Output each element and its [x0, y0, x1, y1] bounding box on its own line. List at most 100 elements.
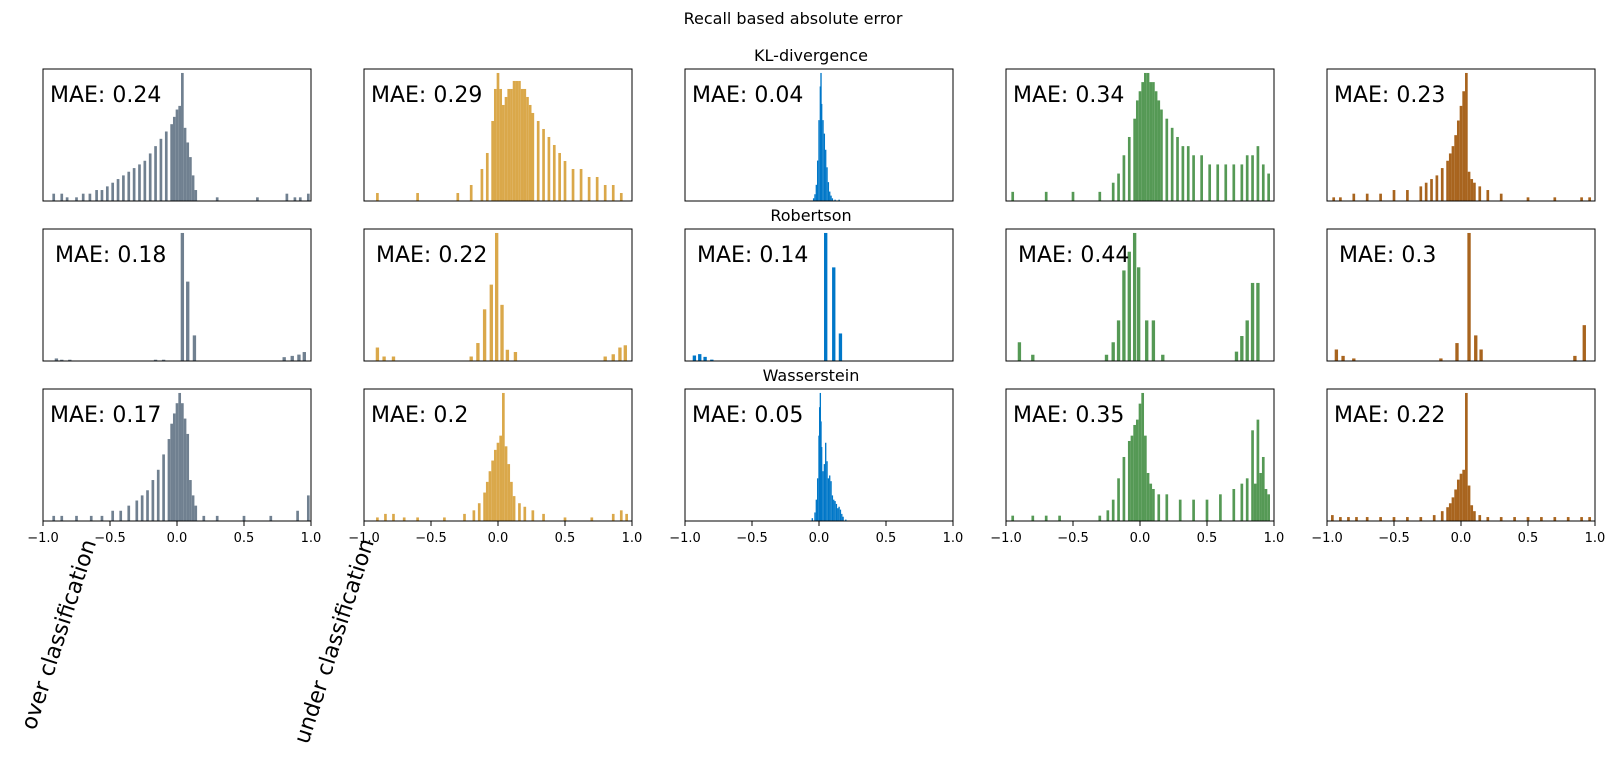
histogram-bar	[611, 185, 615, 201]
mae-label: MAE: 0.04	[692, 83, 803, 108]
panel-frame	[1326, 68, 1596, 202]
histogram-bar	[297, 354, 301, 361]
histogram-bar	[531, 510, 535, 521]
histogram-bar	[832, 267, 836, 361]
histogram-bar	[191, 175, 195, 201]
histogram-bar	[833, 499, 835, 521]
histogram-bar	[1392, 517, 1396, 521]
histogram-bar	[215, 515, 219, 521]
histogram-bar	[831, 495, 834, 521]
histogram-bar	[161, 359, 166, 361]
histogram-bar	[1058, 515, 1061, 521]
histogram-panel-2-0: MAE: 0.17 −1.0 −0.5 0.0 0.5 1.0	[27, 388, 321, 546]
histogram-bar	[496, 72, 500, 202]
histogram-bar	[1017, 342, 1022, 361]
histogram-bar	[75, 515, 78, 521]
histogram-bar	[1245, 155, 1249, 201]
x-tick-label: −1.0	[669, 531, 701, 546]
histogram-bar	[485, 481, 489, 521]
histogram-bar	[181, 72, 184, 202]
histogram-bar	[830, 481, 832, 521]
histogram-bar	[282, 357, 286, 361]
histogram-bar	[603, 356, 607, 361]
histogram-panel-1-2: MAE: 0.14	[684, 228, 954, 362]
histogram-bar	[68, 359, 72, 361]
histogram-bar	[1104, 354, 1109, 361]
histogram-bar	[456, 193, 460, 201]
histogram-bar	[1451, 497, 1455, 521]
histogram-bar	[827, 478, 830, 521]
mae-label: MAE: 0.29	[371, 83, 482, 108]
histogram-bar	[1138, 403, 1142, 521]
histogram-bar	[512, 496, 516, 521]
histogram-bar	[1446, 160, 1449, 201]
mae-label: MAE: 0.35	[1013, 403, 1124, 428]
histogram-bar	[1454, 135, 1457, 201]
histogram-bar	[111, 510, 115, 521]
histogram-bar	[151, 480, 155, 521]
histogram-bar	[520, 88, 524, 201]
histogram-bar	[1499, 193, 1503, 201]
x-tick-label: −1.0	[990, 531, 1022, 546]
x-tick-label: 0.5	[876, 531, 897, 546]
histogram-bar	[1470, 179, 1474, 201]
histogram-bar	[1267, 494, 1270, 521]
histogram-bar	[472, 510, 476, 521]
histogram-bar	[1165, 118, 1169, 201]
histogram-bar	[1355, 517, 1358, 521]
histogram-bar	[518, 80, 521, 201]
histogram-bar	[507, 464, 511, 521]
histogram-bar	[191, 495, 195, 521]
histogram-bar	[162, 454, 165, 521]
histogram-bar	[1111, 499, 1115, 521]
histogram-bar	[502, 392, 505, 521]
x-tick-label: 0.0	[167, 531, 188, 546]
histogram-bar	[518, 503, 521, 521]
histogram-bar	[172, 116, 176, 201]
histogram-bar	[172, 413, 176, 521]
histogram-bar	[183, 127, 187, 201]
histogram-bar	[547, 136, 551, 201]
histogram-bar	[1240, 164, 1244, 201]
histogram-bar	[1122, 270, 1126, 361]
histogram-bar	[189, 480, 192, 521]
histogram-bar	[485, 152, 489, 202]
histogram-bar	[835, 503, 838, 521]
histogram-bar	[192, 335, 197, 361]
histogram-bar	[819, 86, 822, 201]
figure-title: Recall based absolute error	[684, 9, 903, 28]
mae-label: MAE: 0.44	[1018, 243, 1129, 268]
histogram-bar	[531, 112, 535, 201]
histogram-bar	[1347, 517, 1350, 521]
histogram-bar	[298, 197, 302, 201]
histogram-bar	[1130, 435, 1134, 521]
x-tick-label: −0.5	[415, 531, 447, 546]
histogram-bar	[170, 423, 173, 521]
histogram-bar	[1044, 515, 1048, 521]
histogram-bar	[88, 193, 92, 201]
histogram-bar	[510, 88, 513, 201]
histogram-bar	[837, 508, 839, 521]
histogram-bar	[116, 179, 120, 201]
histogram-bar	[821, 447, 823, 521]
histogram-bar	[175, 109, 179, 201]
histogram-bar	[1352, 358, 1356, 361]
histogram-bar	[1256, 419, 1260, 521]
histogram-bar	[822, 120, 824, 201]
histogram-bar	[1439, 358, 1443, 361]
mae-label: MAE: 0.24	[50, 83, 161, 108]
histogram-bar	[1044, 191, 1048, 201]
histogram-bar	[477, 503, 481, 521]
histogram-bar	[170, 124, 173, 201]
histogram-bar	[1339, 197, 1342, 201]
histogram-bar	[826, 461, 828, 521]
histogram-bar	[1170, 127, 1174, 201]
histogram-bar	[60, 359, 64, 361]
histogram-bar	[54, 358, 59, 361]
histogram-bar	[500, 304, 504, 361]
histogram-bar	[1435, 175, 1439, 201]
histogram-bar	[100, 190, 104, 201]
histogram-bar	[1540, 517, 1543, 521]
histogram-bar	[127, 171, 131, 201]
